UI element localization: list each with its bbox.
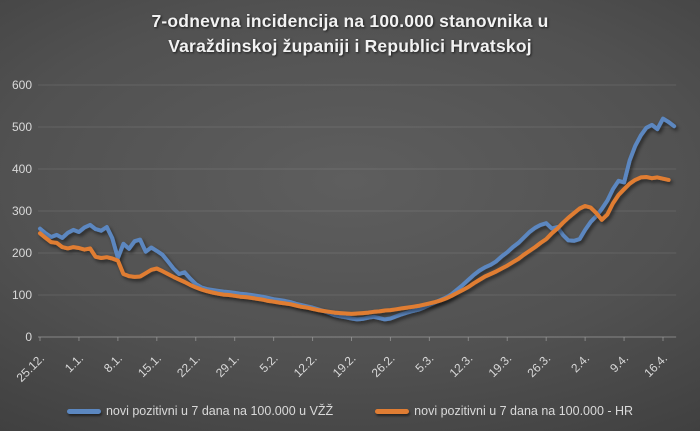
y-tick-label: 400 [12, 162, 32, 176]
x-tick-label: 15.1. [135, 351, 164, 380]
x-tick-label: 5.3. [412, 351, 436, 375]
y-tick-label: 600 [12, 78, 32, 92]
legend-label-hr: novi pozitivni u 7 dana na 100.000 - HR [414, 404, 634, 418]
x-tick-label: 1.1. [62, 351, 86, 375]
legend-item-hr: novi pozitivni u 7 dana na 100.000 - HR [375, 404, 633, 418]
y-tick-label: 200 [12, 246, 32, 260]
y-tick-label: 0 [25, 330, 32, 344]
y-tick-label: 300 [12, 204, 32, 218]
x-tick-label: 19.2. [330, 351, 359, 380]
x-tick-label: 9.4. [607, 351, 631, 375]
y-tick-label: 100 [12, 288, 32, 302]
series-line-hr [38, 175, 671, 316]
series-layer [38, 116, 677, 322]
axis-layer: 0 100 200 300 400 500 600 25.12. 1.1. 8.1. 15.1. 22… [12, 78, 677, 385]
x-tick-label: 26.3. [525, 351, 554, 380]
legend-label-vzz: novi pozitivni u 7 dana na 100.000 u VŽŽ [105, 404, 334, 418]
x-tick-label: 8.1. [101, 351, 125, 375]
series-line-vzz [38, 116, 677, 322]
chart-title-line1: 7-odnevna incidencija na 100.000 stanovn… [151, 11, 549, 31]
y-tick-label: 500 [12, 120, 32, 134]
x-tick-label: 29.1. [213, 351, 242, 380]
x-tick-label: 22.1. [174, 351, 203, 380]
chart-title-line2: Varaždinskoj županiji i Republici Hrvats… [168, 36, 532, 57]
x-tick-label: 5.2. [257, 351, 281, 375]
x-tick-label: 16.4. [641, 351, 670, 380]
grid-layer [38, 84, 677, 296]
x-tick-label: 26.2. [369, 351, 398, 380]
legend-marker-hr-icon [375, 408, 410, 414]
x-tick-label: 19.3. [486, 351, 515, 380]
legend: novi pozitivni u 7 dana na 100.000 u VŽŽ… [0, 404, 700, 418]
legend-marker-vzz-icon [66, 408, 101, 414]
x-tick-label: 12.3. [447, 351, 476, 380]
x-tick-label: 25.12. [14, 351, 47, 384]
x-tick-label: 2.4. [568, 351, 592, 375]
legend-item-vzz: novi pozitivni u 7 dana na 100.000 u VŽŽ [66, 404, 334, 418]
chart-title: 7-odnevna incidencija na 100.000 stanovn… [0, 9, 700, 60]
x-tick-label: 12.2. [291, 351, 320, 380]
